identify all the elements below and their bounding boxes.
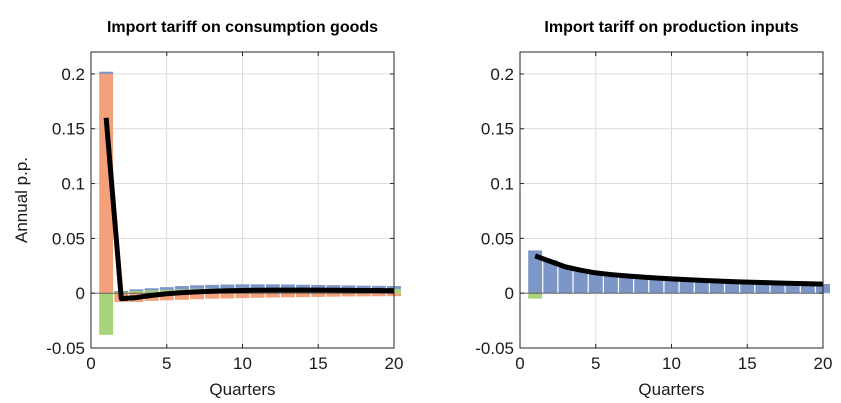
chart2-ytick-label-5: 0.2: [490, 65, 514, 84]
chart1-bar-s1-19: [371, 293, 386, 297]
chart1-bar-s1-17: [341, 293, 356, 297]
chart2-bar-s1-18: [785, 283, 800, 294]
chart1-bar-s1-14: [296, 293, 311, 298]
chart1-xtick-label-2: 10: [233, 354, 252, 373]
chart1-bar-s1-13: [280, 293, 295, 298]
chart1-bar-s3-3: [129, 289, 144, 291]
chart1-bar-s1-18: [356, 293, 371, 297]
chart1-bar-s1-9: [220, 293, 235, 299]
chart2-ytick-label-0: -0.05: [475, 339, 514, 358]
chart1-bar-s1-1: [99, 73, 114, 294]
chart2-bar-s1-5: [588, 272, 603, 294]
chart1-bar-s3-4: [144, 288, 159, 291]
chart2-bar-s1-16: [755, 282, 770, 294]
chart1-ytick-label-2: 0.05: [52, 229, 85, 248]
chart2-bar-s1-7: [619, 275, 634, 294]
chart2-bar-s1-17: [770, 282, 785, 294]
chart1-xtick-label-3: 15: [309, 354, 328, 373]
chart1-xtick-label-1: 5: [162, 354, 171, 373]
chart2-line-series: [534, 253, 824, 287]
chart2-bar-s2-1: [528, 293, 543, 299]
chart2-bar-s1-1: [528, 250, 543, 294]
chart2-xtick-label-3: 15: [738, 354, 757, 373]
chart1-xlabel: Quarters: [209, 380, 275, 399]
chart1-xtick-label-0: 0: [86, 354, 95, 373]
chart2-bar-s1-6: [603, 274, 618, 294]
chart1-bar-s2-3: [129, 290, 144, 294]
chart1-bar-s2-4: [144, 290, 159, 294]
chart2-ytick-label-4: 0.15: [481, 120, 514, 139]
chart1-bar-s2-1: [99, 293, 114, 335]
chart1-bar-s1-10: [235, 293, 250, 299]
chart1-bar-s3-17: [341, 285, 356, 289]
chart1-bar-s1-8: [205, 293, 220, 299]
chart1-bar-s1-16: [326, 293, 341, 297]
chart1-ytick-label-4: 0.15: [52, 120, 85, 139]
chart1-ytick-label-3: 0.1: [61, 175, 85, 194]
chart2-xtick-label-0: 0: [515, 354, 524, 373]
chart1-ylabel: Annual p.p.: [12, 157, 31, 243]
chart1-bar-s1-7: [190, 293, 205, 300]
chart2-ytick-label-2: 0.05: [481, 229, 514, 248]
chart1-ytick-label-1: 0: [76, 284, 85, 303]
chart1-bar-s3-16: [326, 285, 341, 289]
chart2-xtick-label-1: 5: [591, 354, 600, 373]
chart2-bar-s1-11: [679, 279, 694, 294]
chart1-bar-s3-15: [311, 284, 326, 289]
chart2-bar-s1-8: [634, 276, 649, 294]
chart1-bar-s3-1: [99, 71, 114, 74]
chart1-bar-s3-7: [190, 285, 205, 289]
chart2-xtick-label-4: 20: [814, 354, 833, 373]
chart1-bar-s3-14: [296, 284, 311, 289]
chart1-xtick-label-4: 20: [385, 354, 404, 373]
chart1-bar-s1-11: [250, 293, 265, 298]
chart1-bar-s1-6: [174, 293, 189, 300]
chart2-bar-s1-4: [573, 270, 588, 294]
chart1-bar-s3-19: [371, 285, 386, 290]
chart1-bar-s3-6: [174, 286, 189, 290]
chart1-bar-s3-13: [280, 284, 295, 289]
chart2-bar-s1-14: [725, 281, 740, 294]
chart2-bar-s1-3: [558, 265, 573, 294]
chart1-ytick-label-5: 0.2: [61, 65, 85, 84]
chart1-title: Import tariff on consumption goods: [107, 19, 378, 36]
chart1-ytick-label-0: -0.05: [46, 339, 85, 358]
chart1-bar-s3-18: [356, 285, 371, 289]
chart1-bar-s1-5: [159, 293, 174, 301]
chart1-bar-s1-12: [265, 293, 280, 298]
chart1-bar-s3-5: [159, 287, 174, 290]
chart2-ytick-label-1: 0: [505, 284, 514, 303]
chart2-bar-s1-15: [740, 282, 755, 294]
chart2-ytick-label-3: 0.1: [490, 175, 514, 194]
chart2-bar-s1-2: [543, 260, 558, 294]
chart1-bar-s3-10: [235, 284, 250, 289]
chart1-bar-s3-12: [265, 284, 280, 289]
chart2-title: Import tariff on production inputs: [544, 19, 798, 36]
chart1-line-series: [103, 117, 395, 302]
chart1-bar-s3-9: [220, 284, 235, 289]
chart1-bar-s1-15: [311, 293, 326, 297]
chart1-bar-s3-8: [205, 284, 220, 289]
chart2-xtick-label-2: 10: [662, 354, 681, 373]
chart1-bar-s3-11: [250, 284, 265, 289]
chart2-bar-s1-13: [709, 280, 724, 294]
chart2-bar-s1-19: [800, 283, 815, 294]
chart2-bar-s1-12: [694, 280, 709, 294]
chart2-xlabel: Quarters: [638, 380, 704, 399]
chart2-bar-s1-10: [664, 278, 679, 294]
chart2-bar-s1-9: [649, 277, 664, 294]
